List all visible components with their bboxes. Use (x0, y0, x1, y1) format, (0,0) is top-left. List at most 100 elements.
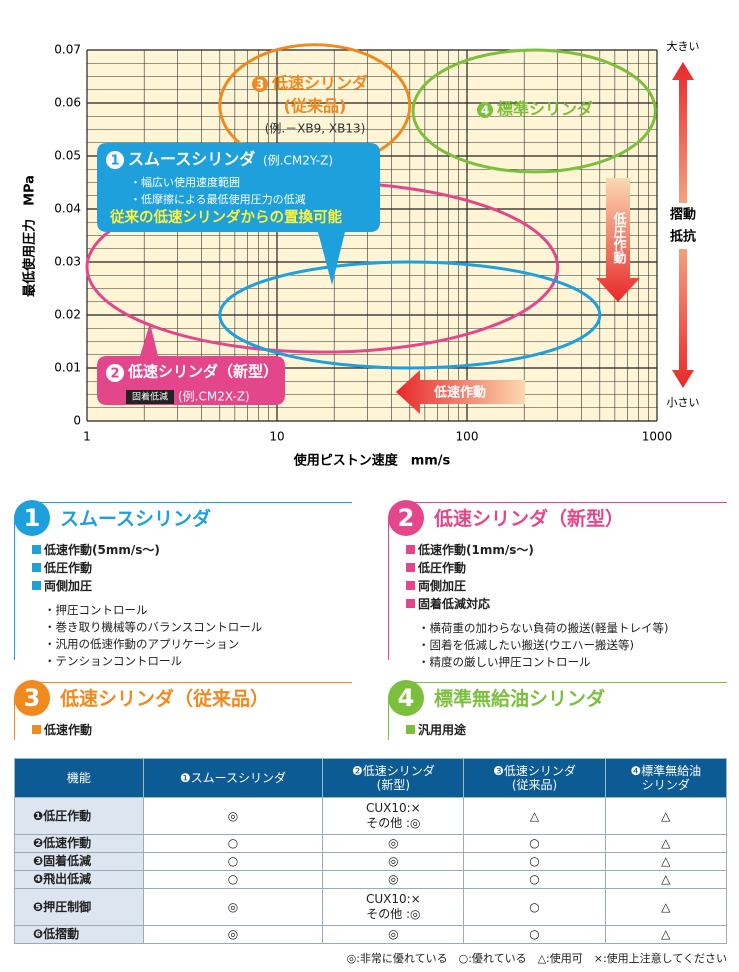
panel-border (406, 502, 727, 503)
feature-text: 低速作動 (44, 723, 93, 737)
header-row: 機能 ❶スムースシリンダ ❷低速シリンダ (新型) ❸低速シリンダ (従来品) ❹標準無… (14, 758, 728, 798)
y-tick-label: 0.01 (54, 361, 81, 375)
region-highlight: 従来の低速シリンダからの置換可能 (109, 208, 342, 226)
cell: CUX10:× その他 :◎ (322, 888, 465, 926)
region-example: (例.CM2X-Z) (178, 390, 250, 404)
region-sub: (従来品) (284, 97, 347, 116)
feature: 低速作動 (32, 721, 92, 738)
feature: 低速作動(5mm/s〜) (32, 541, 262, 558)
header-cell: ❸低速シリンダ (従来品) (463, 758, 606, 798)
panel-title: 低速シリンダ（新型） (434, 508, 625, 530)
region-example: (例.CM2Y-Z) (263, 154, 333, 168)
note: ・固着を低減したい搬送(ウエハー搬送等) (418, 638, 634, 652)
badge-text: 固着低減 (132, 391, 168, 403)
feature-text: 汎用用途 (418, 723, 467, 737)
cell: ○ (463, 888, 606, 926)
note: ・巻き取り機械等のバランスコントロール (44, 620, 263, 634)
feature: 低圧作動 (406, 559, 668, 576)
header-cell: 機能 (14, 758, 144, 798)
panel-border (32, 502, 352, 503)
feature-bullet (406, 545, 415, 554)
cell: ◎ (142, 797, 324, 835)
region-num: 1 (110, 154, 119, 169)
table: 機能 ❶スムースシリンダ ❷低速シリンダ (新型) ❸低速シリンダ (従来品) ❹標準無… (14, 758, 728, 944)
pressure-arrow (596, 178, 640, 302)
cell: △ (604, 834, 728, 853)
chart: 1 スムースシリンダ (例.CM2Y-Z) ・幅広い使用速度範囲 ・低摩擦による… (22, 39, 700, 469)
panel: 4 標準無給油シリンダ汎用用途 (388, 680, 727, 740)
cell: ❷低速作動 (14, 834, 144, 853)
y-axis-label: 最低使用圧力 MPa (22, 175, 38, 297)
row: ❺押圧制御 ◎ CUX10:× その他 :◎ ○ △ (14, 888, 728, 926)
cell: ❸固着低減 (14, 852, 144, 871)
feature-bullet (32, 581, 41, 590)
cell: ○ (463, 852, 606, 871)
feature-bullet (32, 563, 41, 572)
cell: △ (604, 870, 728, 889)
region-name: 標準シリンダ (497, 100, 593, 119)
cell: ❺押圧制御 (14, 888, 144, 926)
pressure-arrow-label: 低圧作動 (611, 211, 628, 265)
region-bullet: ・幅広い使用速度範囲 (130, 175, 240, 189)
x-tick-label: 10 (269, 430, 284, 444)
panel-title: 標準無給油シリンダ (434, 688, 606, 710)
panel-border (14, 698, 15, 740)
num-circle (252, 76, 268, 92)
region-num: 3 (256, 78, 264, 92)
note: ・汎用の低速作動のアプリケーション (44, 637, 240, 651)
x-tick-label: 1 (83, 430, 91, 444)
cell: ◎ (142, 888, 324, 926)
region-ellipse (218, 260, 602, 370)
panel-border (14, 518, 15, 660)
header-cell: ❷低速シリンダ (新型) (322, 758, 465, 798)
cell: ❹飛出低減 (14, 870, 144, 889)
panel-body: 低速作動(5mm/s〜) 低圧作動 両側加圧 ・押圧コントロール ・巻き取り機械等のバラ… (32, 540, 262, 670)
panel: 1 スムースシリンダ 低速作動(5mm/s〜) 低圧作動 両側加圧 ・押圧コントロール ・巻… (14, 500, 352, 668)
note: ・精度の厳しい押圧コントロール (418, 655, 591, 669)
friction-label: 抵抗 (670, 229, 696, 245)
panel: 3 低速シリンダ（従来品） 低速作動 (14, 680, 352, 740)
y-tick-label: 0.04 (54, 202, 81, 216)
feature: 低圧作動 (32, 559, 262, 576)
cell: △ (604, 888, 728, 926)
feature: 汎用用途 (406, 721, 466, 738)
feature: 両側加圧 (406, 577, 668, 594)
region-name: スムースシリンダ (128, 150, 255, 169)
table-legend: ◎:非常に優れている ○:優れている △:使用可 ×:使用上注意してください (346, 952, 727, 965)
x-tick-label: 1000 (642, 430, 673, 444)
region-num: 2 (110, 367, 119, 382)
panel-body: 低速作動(1mm/s〜) 低圧作動両側加圧固着低減対応・横荷重の加わらない負荷の搬… (406, 540, 668, 671)
row: ❶低圧作動 ◎ CUX10:× その他 :◎ △ △ (14, 797, 728, 835)
feature-bullet (32, 545, 41, 554)
cell: ◎ (322, 834, 465, 853)
panel: 2 低速シリンダ（新型） 低速作動(1mm/s〜) 低圧作動 両側加圧 固着低減対応 ・横荷… (388, 500, 727, 669)
feature: 固着低減対応 (406, 595, 668, 612)
region-bullet: ・低摩擦による最低使用圧力の低減 (130, 192, 306, 206)
notes: ・横荷重の加わらない負荷の搬送(軽量トレイ等) ・固着を低減したい搬送(ウエハー搬… (406, 620, 668, 670)
num-circle (106, 364, 124, 382)
panel-num: 1 (14, 500, 50, 536)
panel-border (388, 518, 389, 660)
small-label: 小さい (667, 396, 700, 409)
feature-text: 低速作動(5mm/s〜) (44, 543, 160, 557)
header-cell: ❹標準無給油 シリンダ (604, 758, 728, 798)
x-tick-label: 100 (456, 430, 479, 444)
panel-title: 低速シリンダ（従来品） (60, 688, 270, 710)
large-label: 大きい (667, 39, 700, 53)
region-example: (例.－XB9, XB13) (265, 122, 366, 136)
cell: ○ (463, 834, 606, 853)
cell: △ (604, 852, 728, 871)
panel-num: 3 (14, 680, 50, 716)
y-tick-label: 0 (73, 414, 81, 428)
panel-border (32, 682, 352, 683)
callout-smooth (97, 143, 380, 285)
panel-num: 4 (388, 680, 424, 716)
feature: 両側加圧 (32, 577, 262, 594)
cell: ○ (463, 925, 606, 944)
feature-text: 両側加圧 (418, 579, 467, 593)
feature-text: 両側加圧 (44, 579, 93, 593)
cell: CUX10:× その他 :◎ (322, 797, 465, 835)
feature: 低速作動(1mm/s〜) (406, 541, 668, 558)
feature-bullet (406, 599, 415, 608)
